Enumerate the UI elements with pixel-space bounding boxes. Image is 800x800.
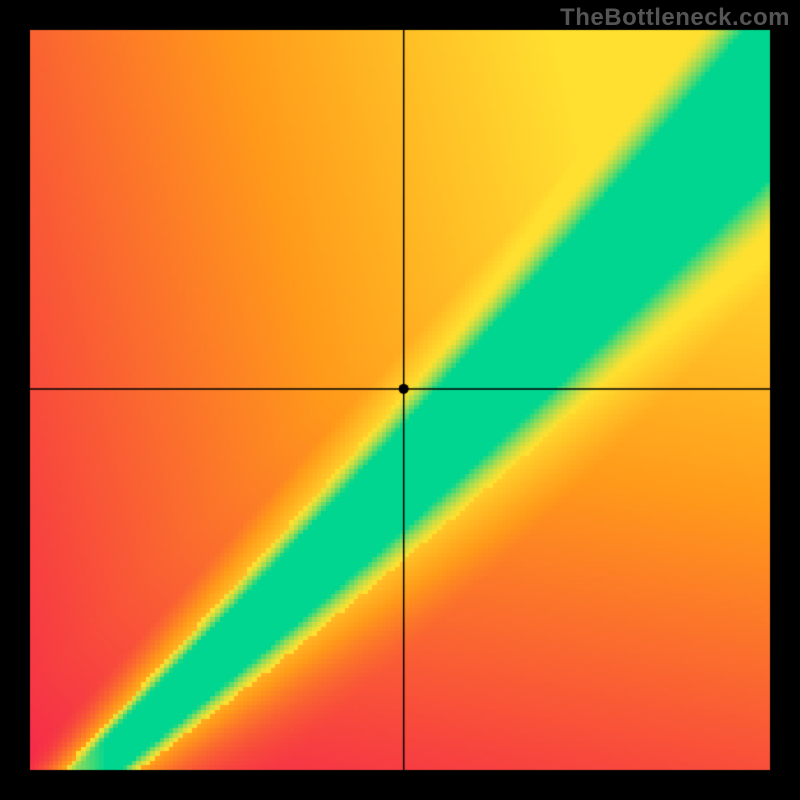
watermark-label: TheBottleneck.com — [560, 4, 790, 32]
bottleneck-heatmap — [0, 0, 800, 800]
chart-container: { "watermark_text": "TheBottleneck.com",… — [0, 0, 800, 800]
